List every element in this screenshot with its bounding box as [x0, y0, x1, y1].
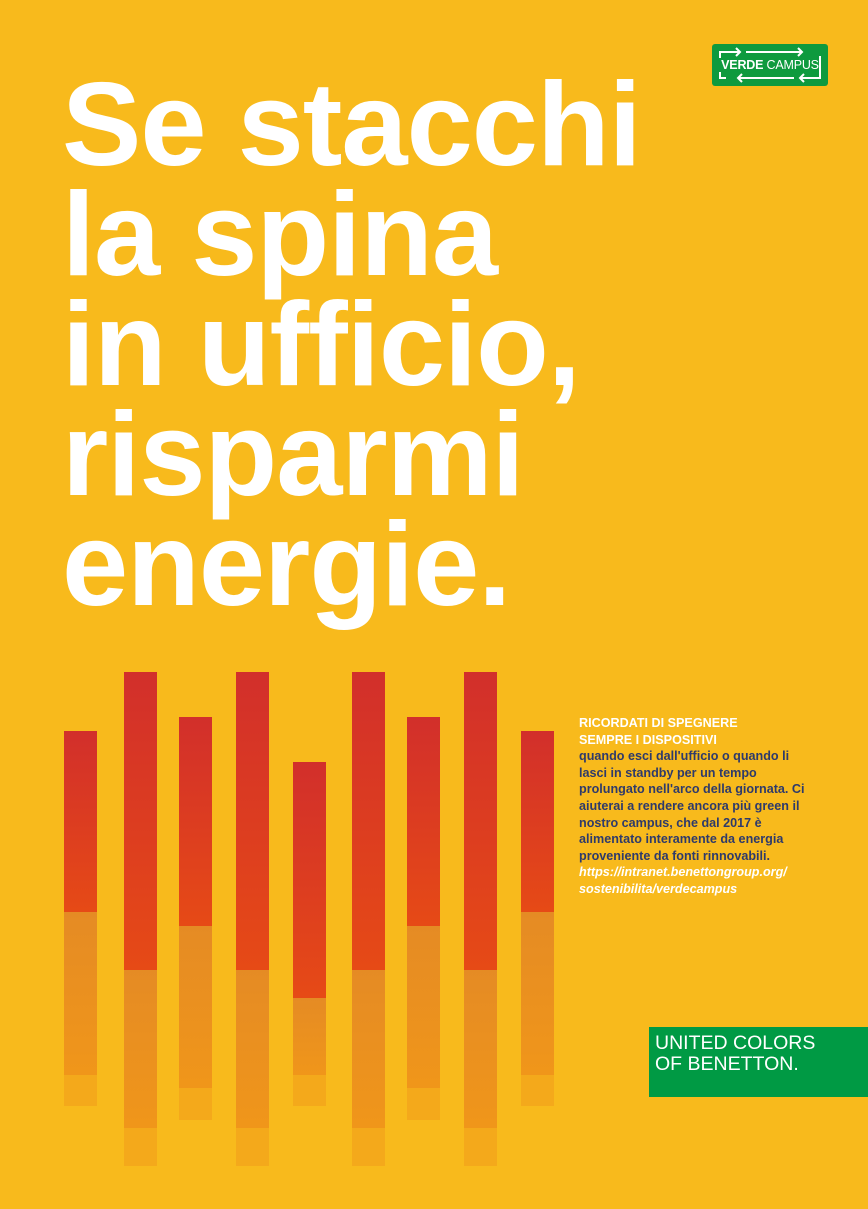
- energy-bar: [521, 731, 554, 1106]
- energy-bar-segment: [352, 672, 385, 970]
- energy-bar: [236, 672, 269, 1166]
- energy-bar-segment: [464, 970, 497, 1128]
- headline-line: risparmi: [62, 388, 525, 521]
- info-title-line: RICORDATI DI SPEGNERE: [579, 716, 738, 730]
- info-text: RICORDATI DI SPEGNERE SEMPRE I DISPOSITI…: [579, 715, 819, 898]
- energy-bar-segment: [64, 912, 97, 1075]
- energy-bar: [179, 717, 212, 1120]
- energy-bar-segment: [407, 926, 440, 1088]
- headline: Se stacchi la spina in ufficio, risparmi…: [62, 58, 642, 631]
- energy-bar: [64, 731, 97, 1106]
- energy-bar: [407, 717, 440, 1120]
- info-url-line[interactable]: https://intranet.benettongroup.org/: [579, 865, 787, 880]
- energy-bar-segment: [521, 1075, 554, 1106]
- energy-bar-segment: [521, 731, 554, 912]
- energy-bar: [293, 762, 326, 1106]
- energy-bar-segment: [236, 1128, 269, 1166]
- energy-bar-segment: [64, 1075, 97, 1106]
- energy-bar-segment: [124, 1128, 157, 1166]
- energy-bar-segment: [464, 1128, 497, 1166]
- energy-bar: [124, 672, 157, 1166]
- headline-line: la spina: [62, 168, 498, 301]
- info-title-line: SEMPRE I DISPOSITIVI: [579, 732, 717, 747]
- energy-bar-segment: [352, 970, 385, 1128]
- energy-bar-segment: [179, 717, 212, 926]
- logo-verde: VERDE: [721, 58, 764, 72]
- verde-campus-logo: VERDE CAMPUS: [712, 44, 828, 86]
- energy-bar-segment: [179, 926, 212, 1088]
- headline-line: in ufficio,: [62, 278, 581, 411]
- headline-line: energie.: [62, 498, 511, 631]
- energy-bar-segment: [179, 1088, 212, 1120]
- energy-bar: [352, 672, 385, 1166]
- brand-line: UNITED COLORS: [655, 1032, 816, 1054]
- energy-bar-segment: [293, 1075, 326, 1106]
- info-url-line[interactable]: sostenibilita/verdecampus: [579, 881, 738, 896]
- headline-line: Se stacchi: [62, 58, 642, 191]
- energy-bar-segment: [407, 1088, 440, 1120]
- energy-bar-segment: [293, 998, 326, 1075]
- benetton-logo: UNITED COLORS OF BENETTON.: [649, 1027, 868, 1097]
- energy-bar-segment: [236, 672, 269, 970]
- energy-bar-segment: [293, 762, 326, 998]
- energy-bar-segment: [407, 717, 440, 926]
- energy-bar-segment: [64, 731, 97, 912]
- arrows-icon: [719, 47, 821, 83]
- info-body: quando esci dall'ufficio o quando li las…: [579, 749, 805, 863]
- energy-bar: [464, 672, 497, 1166]
- energy-bar-segment: [236, 970, 269, 1128]
- energy-bar-segment: [352, 1128, 385, 1166]
- energy-bar-segment: [464, 672, 497, 970]
- brand-line: OF BENETTON.: [655, 1053, 799, 1075]
- energy-bar-segment: [521, 912, 554, 1075]
- logo-campus: CAMPUS: [766, 58, 819, 72]
- energy-bar-segment: [124, 970, 157, 1128]
- energy-bar-segment: [124, 672, 157, 970]
